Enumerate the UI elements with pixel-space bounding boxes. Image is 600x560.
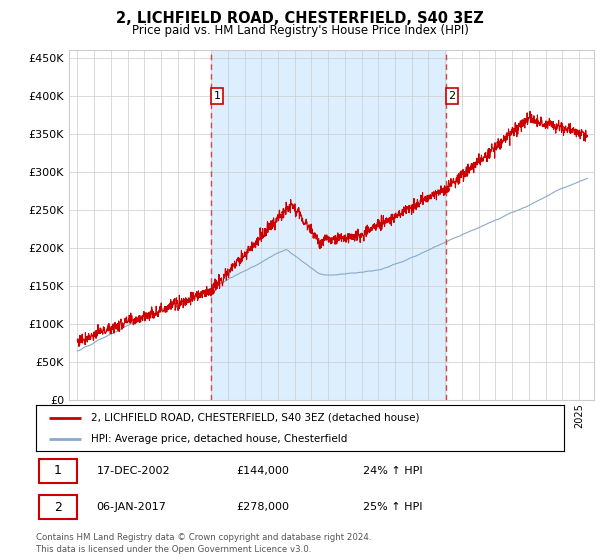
Text: Contains HM Land Registry data © Crown copyright and database right 2024.
This d: Contains HM Land Registry data © Crown c… (36, 533, 371, 554)
Text: 06-JAN-2017: 06-JAN-2017 (97, 502, 167, 512)
FancyBboxPatch shape (38, 459, 77, 483)
Text: 1: 1 (214, 91, 221, 101)
Text: 17-DEC-2002: 17-DEC-2002 (97, 466, 170, 476)
Text: £278,000: £278,000 (236, 502, 290, 512)
Text: HPI: Average price, detached house, Chesterfield: HPI: Average price, detached house, Ches… (91, 435, 348, 444)
Text: Price paid vs. HM Land Registry's House Price Index (HPI): Price paid vs. HM Land Registry's House … (131, 24, 469, 36)
Text: 2: 2 (448, 91, 455, 101)
Text: 1: 1 (54, 464, 62, 477)
Text: 2, LICHFIELD ROAD, CHESTERFIELD, S40 3EZ: 2, LICHFIELD ROAD, CHESTERFIELD, S40 3EZ (116, 11, 484, 26)
FancyBboxPatch shape (38, 495, 77, 520)
Text: 24% ↑ HPI: 24% ↑ HPI (364, 466, 423, 476)
Text: 2, LICHFIELD ROAD, CHESTERFIELD, S40 3EZ (detached house): 2, LICHFIELD ROAD, CHESTERFIELD, S40 3EZ… (91, 413, 420, 423)
Bar (211, 50, 446, 400)
Text: 2: 2 (54, 501, 62, 514)
Text: 25% ↑ HPI: 25% ↑ HPI (364, 502, 423, 512)
Text: £144,000: £144,000 (236, 466, 290, 476)
